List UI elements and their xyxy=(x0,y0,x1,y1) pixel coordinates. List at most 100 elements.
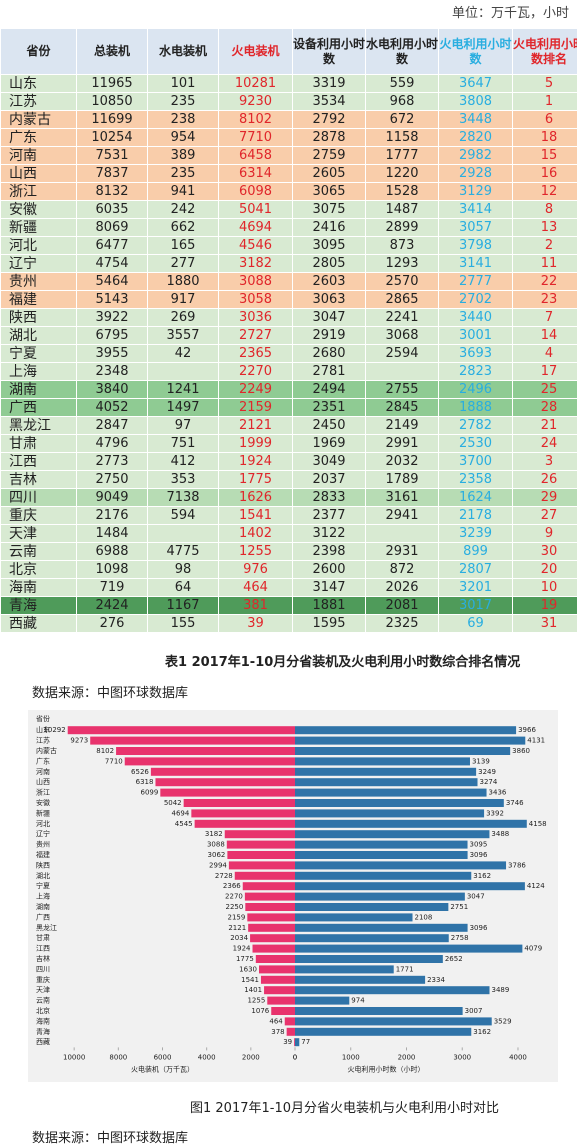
province-cell: 云南 xyxy=(0,542,77,561)
value-label: 1924 xyxy=(233,945,251,953)
table-row: 湖北 6795 3557 2727 2919 3068 3001 14 xyxy=(0,326,577,345)
category-label: 海南 xyxy=(36,1016,50,1025)
province-cell: 安徽 xyxy=(0,200,77,219)
value-label: 3139 xyxy=(472,757,490,765)
category-label: 山西 xyxy=(36,777,50,786)
value-cell: 1167 xyxy=(147,596,219,615)
value-label: 2270 xyxy=(225,893,243,901)
table-row: 湖南 3840 1241 2249 2494 2755 2496 25 xyxy=(0,380,577,399)
category-label: 四川 xyxy=(36,965,50,973)
value-cell: 1999 xyxy=(218,434,293,453)
value-cell: 3049 xyxy=(292,452,366,471)
value-cell: 5143 xyxy=(76,290,148,309)
value-cell: 2727 xyxy=(218,326,293,345)
value-cell: 976 xyxy=(218,560,293,579)
value-cell: 15 xyxy=(512,146,577,165)
value-label: 6099 xyxy=(140,789,158,797)
province-cell: 江西 xyxy=(0,452,77,471)
bar xyxy=(295,851,468,859)
value-cell: 21 xyxy=(512,416,577,435)
value-cell: 1880 xyxy=(147,272,219,291)
value-label: 3488 xyxy=(491,830,509,838)
value-cell: 1888 xyxy=(438,398,513,417)
value-cell: 3440 xyxy=(438,308,513,327)
value-cell: 662 xyxy=(147,218,219,237)
value-cell: 3047 xyxy=(292,308,366,327)
value-cell: 3239 xyxy=(438,524,513,543)
value-label: 1771 xyxy=(396,965,414,973)
value-cell: 2358 xyxy=(438,470,513,489)
y-axis-title: 省份 xyxy=(36,714,50,723)
value-cell: 8 xyxy=(512,200,577,219)
value-cell: 464 xyxy=(218,578,293,597)
bar xyxy=(295,944,523,953)
bar xyxy=(295,975,426,984)
value-cell: 276 xyxy=(76,614,148,633)
bar xyxy=(295,986,490,995)
value-cell: 13 xyxy=(512,218,577,237)
bar xyxy=(227,851,295,859)
value-cell: 2807 xyxy=(438,560,513,579)
bar xyxy=(116,747,295,755)
value-cell: 64 xyxy=(147,578,219,597)
value-cell: 30 xyxy=(512,542,577,561)
value-label: 4158 xyxy=(529,820,547,828)
table-row: 天津 1484 1402 3122 3239 9 xyxy=(0,524,577,543)
value-cell: 2782 xyxy=(438,416,513,435)
value-cell: 5041 xyxy=(218,200,293,219)
value-cell: 6098 xyxy=(218,182,293,201)
bar xyxy=(155,778,295,787)
value-cell: 1541 xyxy=(218,506,293,525)
table-source: 数据来源：中图环球数据库 xyxy=(32,686,189,701)
value-cell: 2702 xyxy=(438,290,513,309)
value-cell: 968 xyxy=(365,92,439,111)
category-label: 重庆 xyxy=(36,975,50,984)
bar xyxy=(295,1017,492,1026)
axis-title: 火电利用小时数（小时） xyxy=(348,1064,425,1073)
bar xyxy=(252,944,295,953)
value-cell: 4796 xyxy=(76,434,148,453)
category-label: 北京 xyxy=(36,1006,50,1015)
bar xyxy=(295,788,487,797)
bar xyxy=(259,965,295,974)
category-label: 广西 xyxy=(36,912,50,921)
value-cell: 3414 xyxy=(438,200,513,219)
category-label: 甘肃 xyxy=(36,933,50,942)
header-cell: 省份 xyxy=(0,28,77,75)
value-cell: 4754 xyxy=(76,254,148,273)
value-cell: 3557 xyxy=(147,326,219,345)
province-cell: 重庆 xyxy=(0,506,77,525)
value-cell: 1098 xyxy=(76,560,148,579)
category-label: 江苏 xyxy=(36,736,50,745)
value-cell: 2600 xyxy=(292,560,366,579)
value-label: 3489 xyxy=(491,986,509,994)
value-cell: 2773 xyxy=(76,452,148,471)
bar xyxy=(271,1007,295,1015)
category-label: 西藏 xyxy=(36,1037,50,1046)
category-label: 湖南 xyxy=(36,902,50,911)
value-cell: 3955 xyxy=(76,344,148,363)
value-cell: 559 xyxy=(365,74,439,93)
value-cell: 7837 xyxy=(76,164,148,183)
category-label: 辽宁 xyxy=(36,829,50,838)
value-cell: 26 xyxy=(512,470,577,489)
value-cell: 2530 xyxy=(438,434,513,453)
value-label: 3392 xyxy=(486,809,504,817)
value-cell: 2032 xyxy=(365,452,439,471)
value-label: 1630 xyxy=(239,965,257,973)
value-cell: 3017 xyxy=(438,596,513,615)
value-cell xyxy=(147,524,219,543)
value-cell: 2570 xyxy=(365,272,439,291)
value-label: 77 xyxy=(301,1038,310,1046)
value-label: 3529 xyxy=(494,1017,512,1025)
value-label: 2751 xyxy=(450,903,468,911)
value-cell: 4052 xyxy=(76,398,148,417)
category-label: 上海 xyxy=(36,892,50,901)
value-cell: 3693 xyxy=(438,344,513,363)
bar xyxy=(294,1038,295,1047)
value-cell: 3922 xyxy=(76,308,148,327)
value-label: 2334 xyxy=(427,976,445,984)
value-cell: 3182 xyxy=(218,254,293,273)
value-cell: 2781 xyxy=(292,362,366,381)
